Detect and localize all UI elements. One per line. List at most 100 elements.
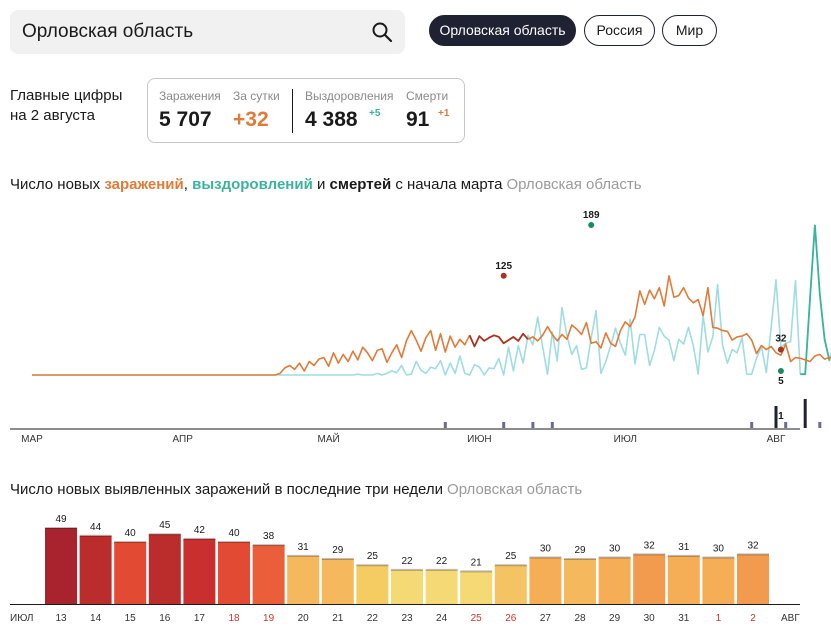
- death-bar-107: [550, 422, 554, 428]
- per-day-value: +32: [233, 108, 269, 131]
- annotation-label-4: 1: [778, 411, 784, 422]
- bar-chart: 4913441440154516421740183819312029212522…: [10, 514, 800, 624]
- bar-value-13: 49: [55, 514, 67, 525]
- infections-value: 5 707: [159, 108, 212, 131]
- daily-x-tick-2: МАЙ: [318, 432, 340, 445]
- per-day-label: За сутки: [233, 89, 280, 103]
- bar-25: [460, 571, 493, 604]
- bar-21: [321, 559, 354, 604]
- bar-tick-28: 28: [574, 613, 586, 624]
- bar-tick-23: 23: [401, 613, 413, 624]
- bar-value-21: 29: [332, 545, 344, 556]
- bar-17: [183, 538, 216, 604]
- bar-27: [529, 557, 562, 604]
- search-input[interactable]: Орловская область: [22, 21, 194, 42]
- bar-tick-21: 21: [332, 613, 344, 624]
- bar-value-22: 25: [367, 551, 379, 562]
- search-bar[interactable]: Орловская область: [10, 10, 405, 54]
- weekly-title-region[interactable]: Орловская область: [447, 481, 583, 498]
- bar-tick-24: 24: [436, 613, 448, 624]
- annotation-dot-2: [777, 346, 784, 353]
- tab-world[interactable]: Мир: [662, 15, 717, 46]
- infections-line-peak: [468, 332, 529, 348]
- bar-tick-31: 31: [678, 613, 690, 624]
- infections-label: Заражения: [159, 89, 221, 103]
- daily-x-tick-1: АПР: [172, 434, 193, 445]
- bar-month-start: ИЮЛ: [10, 613, 33, 624]
- tab-russia[interactable]: Россия: [584, 15, 655, 46]
- bar-value-18: 40: [228, 528, 240, 539]
- bar-tick-16: 16: [159, 613, 171, 624]
- bar-2: [737, 554, 769, 604]
- daily-title-sep2: и: [312, 176, 330, 193]
- annotation-label-0: 189: [583, 210, 600, 221]
- daily-title-deaths: смертей: [329, 176, 392, 193]
- recoveries-line: [32, 224, 831, 376]
- bar-tick-22: 22: [367, 613, 379, 624]
- bar-1: [702, 557, 735, 604]
- infections-line-late: [527, 275, 831, 363]
- annotation-dot-3: [777, 368, 784, 374]
- bar-14: [79, 535, 112, 604]
- summary-stats-box: Заражения 5 707 За сутки +32 Выздоровлен…: [147, 78, 465, 143]
- death-bar-103: [531, 422, 535, 428]
- recoveries-peak-segment: [800, 224, 831, 376]
- annotation-label-3: 5: [778, 376, 784, 387]
- daily-title-region[interactable]: Орловская область: [506, 176, 642, 193]
- daily-title-infections: заражений: [104, 176, 184, 193]
- death-bar-153: [774, 406, 778, 428]
- deaths-delta: +1: [438, 108, 450, 119]
- bar-tick-25: 25: [471, 613, 483, 624]
- bar-13: [45, 528, 77, 604]
- recoveries-label: Выздоровления: [305, 89, 394, 103]
- bar-15: [114, 542, 147, 604]
- bar-24: [425, 569, 458, 604]
- death-bar-97: [502, 422, 506, 428]
- daily-title-suffix: с начала марта: [391, 176, 503, 193]
- bar-value-14: 44: [90, 522, 102, 533]
- bar-22: [356, 565, 389, 604]
- bar-value-16: 45: [159, 520, 171, 531]
- bar-28: [564, 559, 596, 604]
- annotation-dot-0: [588, 222, 595, 228]
- bar-tick-15: 15: [125, 613, 137, 624]
- bar-value-20: 31: [298, 542, 310, 553]
- recoveries-delta: +5: [369, 108, 381, 119]
- bar-value-31: 31: [678, 542, 690, 553]
- bar-value-17: 42: [194, 525, 206, 536]
- bar-18: [218, 542, 250, 604]
- daily-title-sep1: ,: [183, 176, 193, 193]
- bar-value-30: 32: [644, 540, 656, 551]
- bar-value-25: 21: [471, 557, 483, 568]
- tab-orel-region[interactable]: Орловская область: [429, 15, 576, 46]
- daily-x-tick-5: АВГ: [767, 434, 786, 445]
- death-bar-85: [443, 422, 447, 428]
- bar-19: [252, 545, 285, 604]
- bar-20: [287, 555, 320, 604]
- bar-23: [391, 569, 423, 604]
- daily-chart: МАР АПР МАЙ ИЮН ИЮЛ АВГ 189 125 32 5 1: [10, 210, 831, 445]
- bar-26: [494, 565, 527, 604]
- daily-x-tick-3: ИЮН: [467, 434, 492, 445]
- annotation-dot-1: [500, 272, 507, 279]
- bar-16: [148, 534, 181, 604]
- deaths-value: 91: [406, 108, 430, 131]
- bar-value-2: 32: [747, 540, 759, 551]
- bar-tick-18: 18: [228, 613, 240, 624]
- bar-29: [598, 557, 631, 604]
- bar-tick-1: 1: [716, 613, 722, 624]
- bar-value-23: 22: [401, 556, 413, 567]
- search-icon[interactable]: [371, 21, 393, 43]
- bar-value-29: 30: [609, 544, 621, 555]
- weekly-title-text: Число новых выявленных заражений в после…: [10, 481, 444, 498]
- death-bar-159: [803, 399, 807, 428]
- bar-tick-30: 30: [644, 613, 656, 624]
- death-bar-162: [818, 422, 822, 428]
- bar-tick-20: 20: [298, 613, 310, 624]
- bar-30: [633, 554, 666, 604]
- bar-tick-2: 2: [750, 613, 756, 624]
- daily-title-recoveries: выздоровлений: [192, 176, 313, 193]
- infections-line: [32, 329, 471, 376]
- annotation-label-2: 32: [775, 334, 787, 345]
- summary-heading-line2: на 2 августа: [10, 107, 95, 124]
